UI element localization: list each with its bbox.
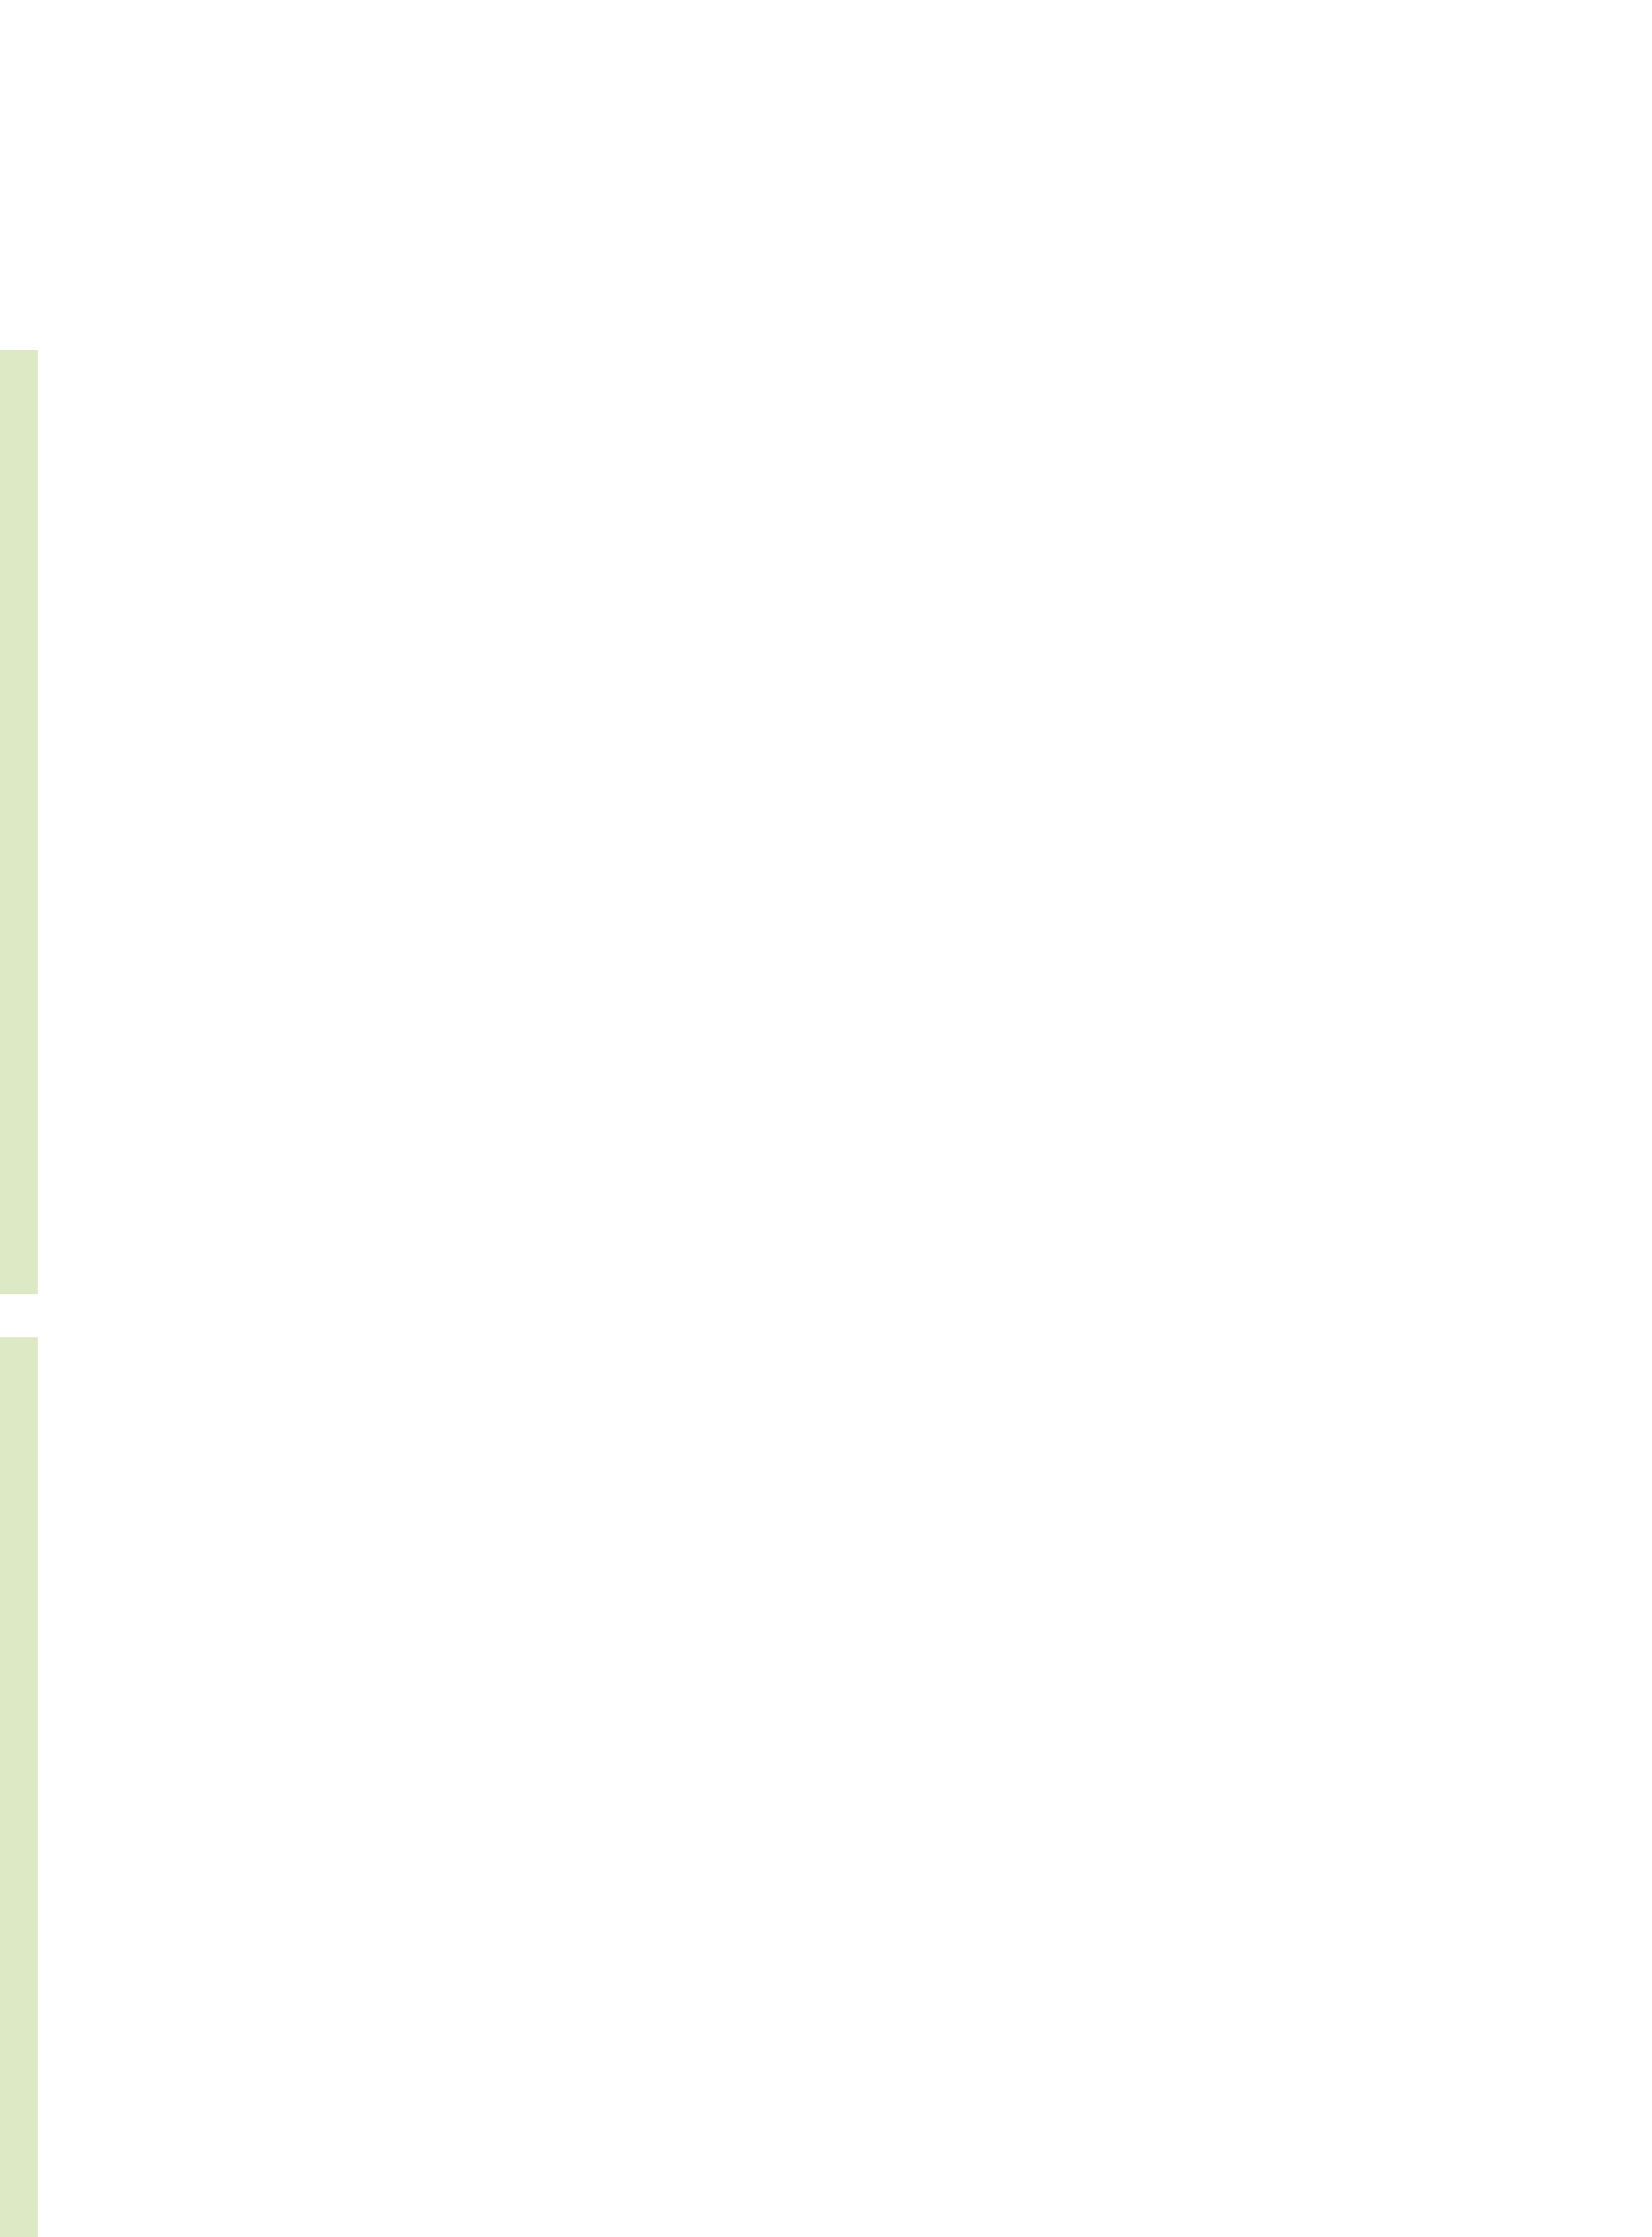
sidebar-age-p35-45 [0, 350, 38, 1294]
sidebar-age-p60-70 [0, 1337, 38, 2237]
